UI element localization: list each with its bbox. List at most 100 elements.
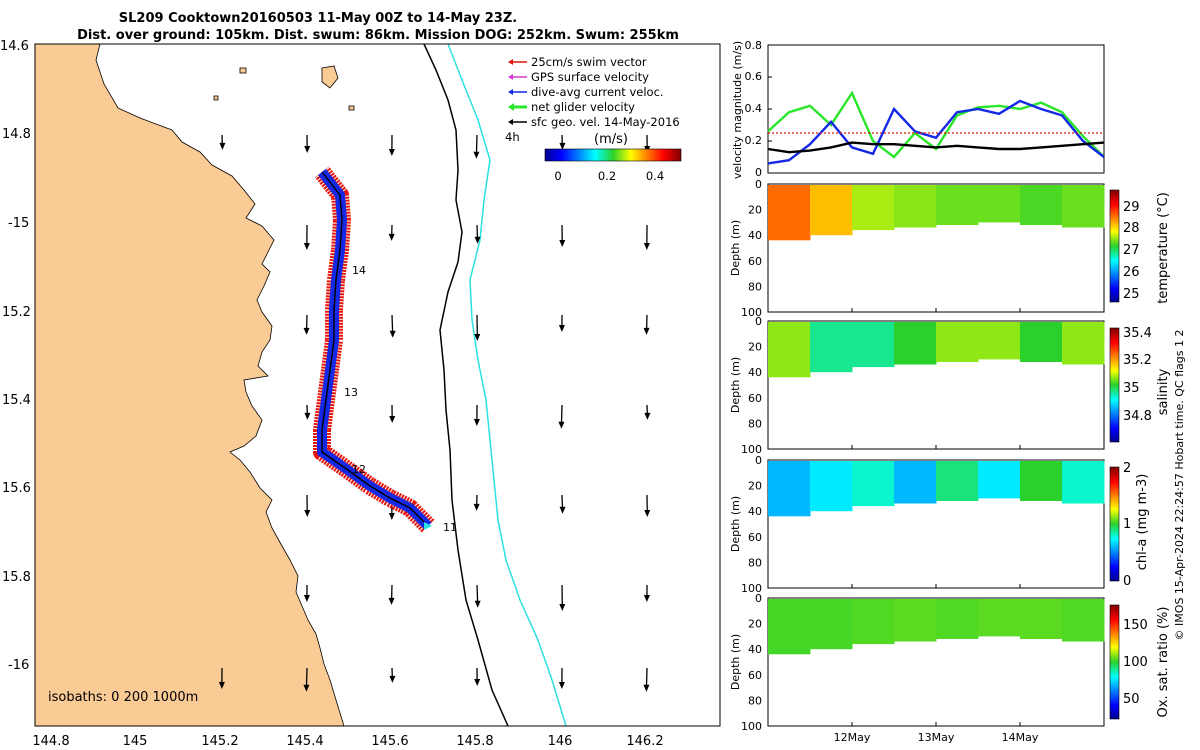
depth-tick: 0 (755, 178, 762, 191)
colorbar-title: (m/s) (594, 132, 628, 147)
velocity-arrowhead (303, 684, 310, 692)
velocity-arrowhead (559, 506, 566, 514)
velocity-arrowhead (643, 327, 650, 335)
temp-cbar-tick: 29 (1123, 200, 1140, 215)
map-panel: 14.6 14.8 -15 15.2 15.4 15.6 15.8 -16 14… (0, 39, 721, 749)
velocity-arrowhead (388, 233, 395, 241)
velocity-arrowhead (643, 594, 650, 602)
lon-tick: 145.4 (286, 734, 323, 749)
velocity-arrowhead (388, 597, 395, 605)
chla-cbar-tick: 0 (1123, 574, 1131, 589)
lon-tick: 146 (548, 734, 573, 749)
velocity-tick: 0.8 (745, 39, 763, 52)
depth-tick: 60 (748, 255, 762, 268)
velocity-arrowhead (558, 421, 565, 429)
lat-tick: -16 (8, 658, 29, 673)
velocity-arrowhead (304, 412, 311, 420)
velocity-arrowhead (473, 418, 480, 426)
chla-cbar-tick: 1 (1123, 517, 1131, 532)
temp-cbar-tick: 27 (1123, 243, 1140, 258)
section-cell (768, 322, 811, 378)
sal-cbar-tick: 34.8 (1123, 409, 1152, 424)
colorbar-tick: 0 (554, 169, 561, 183)
section-cell (894, 461, 937, 504)
lat-tick: 15.4 (2, 393, 31, 408)
section-cell (978, 185, 1021, 223)
velocity-arrowhead (644, 412, 651, 420)
x-tick: 14May (1002, 731, 1039, 744)
oxygen-label: Ox. sat. ratio (%) (1156, 607, 1171, 718)
lat-tick: 14.8 (2, 127, 31, 142)
section-cell (810, 322, 853, 373)
day-label-12: 12 (352, 463, 366, 476)
velocity-arrowhead (559, 142, 566, 150)
sal-cbar-tick: 35.4 (1123, 326, 1152, 341)
section-cell (1062, 599, 1105, 642)
depth-tick: 40 (748, 229, 762, 242)
depth-ylabel: Depth (m) (729, 496, 742, 552)
chla-cbar-tick: 2 (1123, 461, 1131, 476)
track-start-marker (424, 522, 432, 530)
depth-tick: 100 (741, 582, 762, 595)
lat-tick: 15.2 (2, 305, 31, 320)
depth-tick: 0 (755, 454, 762, 467)
island-3 (348, 105, 355, 111)
lon-tick: 144.8 (32, 734, 69, 749)
velocity-arrowhead (474, 600, 481, 608)
isobath-200m (423, 44, 509, 726)
section-cell (852, 322, 895, 368)
velocity-arrowhead (303, 327, 310, 335)
time-label: 4h (505, 130, 520, 144)
section-cell (852, 461, 895, 507)
velocity-arrowhead (389, 330, 396, 338)
sal-cbar-tick: 35.2 (1123, 353, 1152, 368)
velocity-series-line (767, 90, 1105, 159)
lat-tick: 15.8 (2, 570, 31, 585)
speed-colorbar (544, 148, 682, 162)
depth-tick: 100 (741, 720, 762, 733)
track-line (321, 171, 429, 527)
legend-net-velocity: net glider velocity (531, 100, 635, 114)
section-cell (852, 599, 895, 645)
section-cell (768, 461, 811, 517)
velocity-arrowhead (558, 681, 565, 689)
ox-cbar-tick: 150 (1123, 618, 1148, 633)
velocity-tick: 0.4 (745, 102, 763, 115)
velocity-arrowhead (559, 603, 566, 611)
velocity-arrowhead (304, 509, 311, 517)
depth-tick: 100 (741, 306, 762, 319)
velocity-arrowhead (303, 594, 310, 602)
section-cell (1020, 185, 1063, 225)
velocity-tick: 0.6 (745, 70, 763, 83)
ox-cbar-tick: 100 (1123, 655, 1148, 670)
depth-ylabel: Depth (m) (729, 634, 742, 690)
section-cell (936, 322, 979, 362)
section-cell (894, 185, 937, 228)
lat-tick: 15.6 (2, 481, 31, 496)
temperature-label: temperature (°C) (1156, 192, 1171, 304)
depth-tick: 80 (748, 417, 762, 430)
ox-cbar-tick: 50 (1123, 692, 1140, 707)
depth-tick: 80 (748, 556, 762, 569)
velocity-arrowhead (643, 684, 650, 692)
depth-tick: 80 (748, 280, 762, 293)
velocity-arrowhead (389, 415, 396, 423)
velocity-tick: 0 (755, 166, 762, 179)
velocity-arrowhead (473, 151, 480, 159)
section-cell (1062, 461, 1105, 504)
velocity-ylabel: velocity magnitude (m/s) (731, 41, 744, 179)
depth-ylabel: Depth (m) (729, 357, 742, 413)
section-cell (1020, 599, 1063, 639)
depth-tick: 40 (748, 366, 762, 379)
oxygen-colorbar (1109, 604, 1120, 720)
map-legend: 25cm/s swim vector GPS surface velocity … (505, 55, 682, 183)
depth-tick: 20 (748, 480, 762, 493)
lon-tick: 145.8 (456, 734, 493, 749)
legend-dive-avg: dive-avg current veloc. (531, 85, 664, 99)
temp-cbar-tick: 25 (1123, 287, 1140, 302)
section-cell (894, 599, 937, 642)
island-4 (213, 95, 219, 101)
section-cell (978, 599, 1021, 637)
colorbar-tick: 0.4 (646, 169, 664, 183)
